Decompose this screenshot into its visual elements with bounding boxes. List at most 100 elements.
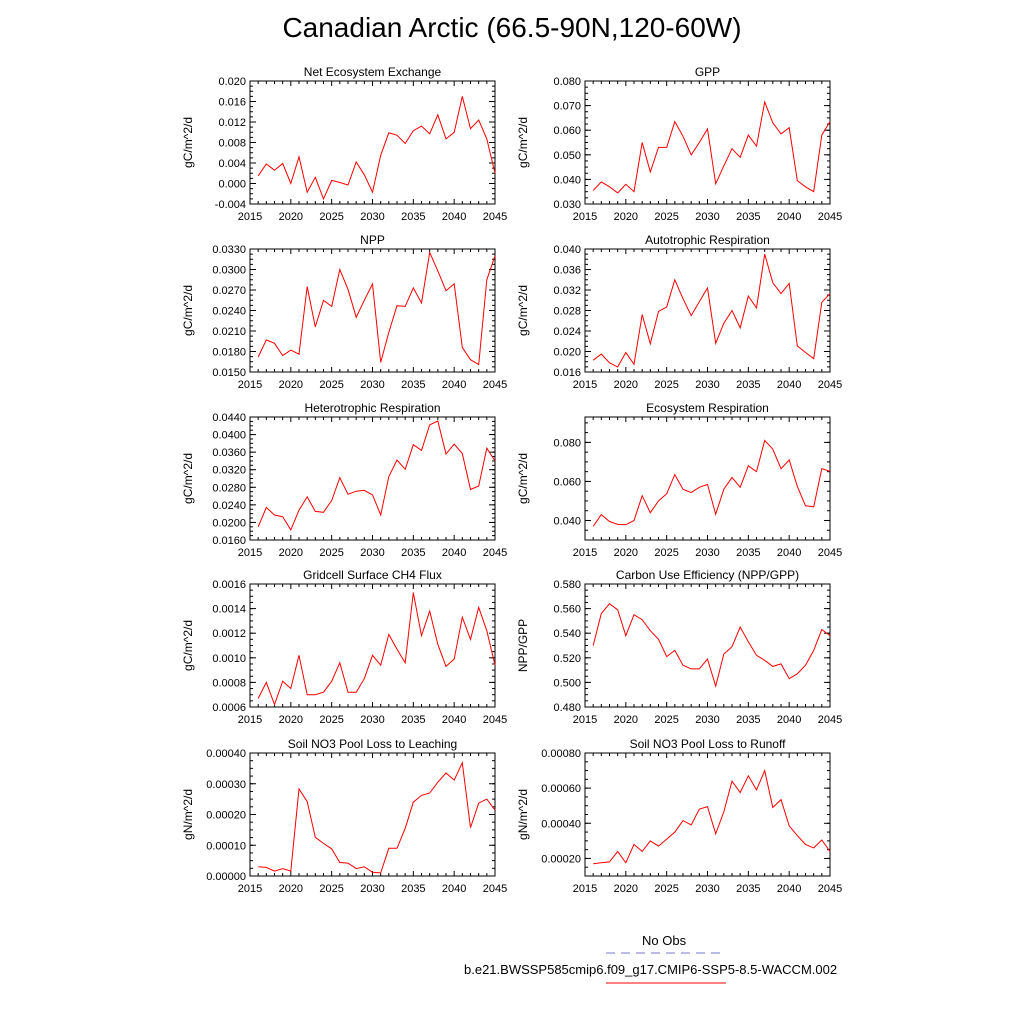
x-tick-label: 2020 — [614, 211, 638, 223]
y-tick-label: 0.0016 — [212, 579, 246, 591]
x-tick-label: 2040 — [777, 379, 801, 391]
x-tick-label: 2020 — [614, 379, 638, 391]
x-tick-label: 2020 — [614, 547, 638, 559]
plot-frame — [249, 416, 496, 541]
y-tick-label: 0.0440 — [212, 412, 246, 424]
x-tick-label: 2025 — [654, 714, 678, 726]
y-axis-label: gC/m^2/d — [516, 453, 530, 504]
panel-7: Carbon Use Efficiency (NPP/GPP) NPP/GPP 20… — [516, 568, 842, 726]
panel-title: NPP — [360, 233, 385, 247]
x-tick-label: 2015 — [573, 547, 597, 559]
y-tick-label: 0.560 — [553, 604, 581, 616]
y-tick-label: 0.016 — [553, 367, 581, 379]
x-tick-label: 2040 — [777, 883, 801, 895]
y-tick-label: 0.00060 — [541, 783, 581, 795]
legend-obs-line — [606, 952, 726, 954]
panel-2: NPP gC/m^2/d 2015 2020 2025 2030 2035 2040 2045 0… — [181, 233, 507, 391]
x-tick-label: 2035 — [401, 547, 425, 559]
y-tick-label: 0.080 — [553, 437, 581, 449]
y-tick-label: 0.00020 — [206, 810, 246, 822]
y-tick-label: 0.070 — [553, 101, 581, 113]
x-tick-label: 2030 — [360, 547, 384, 559]
legend-obs-label: No Obs — [642, 933, 687, 948]
panel-title: Gridcell Surface CH4 Flux — [303, 568, 442, 582]
panel-title: Heterotrophic Respiration — [304, 401, 440, 415]
y-tick-label: 0.000 — [218, 179, 246, 191]
y-tick-label: 0.500 — [553, 677, 581, 689]
panel-title: Soil NO3 Pool Loss to Runoff — [630, 737, 787, 751]
x-tick-label: 2020 — [279, 547, 303, 559]
x-tick-label: 2040 — [777, 714, 801, 726]
x-tick-label: 2025 — [654, 883, 678, 895]
x-tick-label: 2035 — [736, 883, 760, 895]
y-tick-label: 0.036 — [553, 265, 581, 277]
y-tick-label: 0.0006 — [212, 702, 246, 714]
panel-1: GPP gC/m^2/d 2015 2020 2025 2030 2035 2040 2045 0… — [516, 65, 842, 223]
x-tick-label: 2015 — [573, 714, 597, 726]
y-tick-label: 0.520 — [553, 653, 581, 665]
x-tick-label: 2015 — [238, 714, 262, 726]
x-tick-label: 2025 — [319, 547, 343, 559]
plot-frame — [584, 583, 831, 708]
y-tick-label: 0.016 — [218, 97, 246, 109]
y-axis-label: gC/m^2/d — [181, 453, 195, 504]
x-tick-label: 2035 — [401, 883, 425, 895]
x-tick-label: 2030 — [695, 883, 719, 895]
y-axis-label: gN/m^2/d — [181, 789, 195, 840]
x-tick-label: 2035 — [401, 379, 425, 391]
panel-4: Heterotrophic Respiration gC/m^2/d 2015 202… — [181, 401, 507, 559]
panel-title: Carbon Use Efficiency (NPP/GPP) — [616, 568, 799, 582]
series-line — [258, 761, 496, 874]
plot-frame — [584, 416, 831, 541]
x-tick-label: 2045 — [483, 211, 507, 223]
y-tick-label: 0.040 — [553, 174, 581, 186]
y-tick-label: 0.060 — [553, 125, 581, 137]
x-tick-label: 2045 — [818, 547, 842, 559]
x-tick-label: 2030 — [360, 714, 384, 726]
x-tick-label: 2015 — [238, 547, 262, 559]
plot-frame — [249, 583, 496, 708]
y-tick-label: 0.028 — [553, 306, 581, 318]
y-tick-label: 0.0360 — [212, 447, 246, 459]
x-tick-label: 2040 — [442, 211, 466, 223]
x-tick-label: 2040 — [442, 883, 466, 895]
panel-9: Soil NO3 Pool Loss to Runoff gN/m^2/d 2015… — [516, 737, 842, 895]
y-tick-label: 0.060 — [553, 476, 581, 488]
y-tick-label: 0.008 — [218, 138, 246, 150]
y-tick-label: 0.040 — [553, 244, 581, 256]
x-tick-label: 2020 — [279, 883, 303, 895]
x-tick-label: 2015 — [238, 379, 262, 391]
x-tick-label: 2035 — [736, 379, 760, 391]
y-tick-label: 0.004 — [218, 158, 246, 170]
x-tick-label: 2015 — [573, 883, 597, 895]
y-tick-label: 0.040 — [553, 515, 581, 527]
plot-frame — [584, 80, 831, 205]
x-tick-label: 2015 — [573, 211, 597, 223]
x-tick-label: 2030 — [695, 211, 719, 223]
x-tick-label: 2025 — [319, 883, 343, 895]
x-tick-label: 2025 — [654, 379, 678, 391]
x-tick-label: 2045 — [818, 379, 842, 391]
y-axis-label: gC/m^2/d — [181, 285, 195, 336]
plot-frame — [584, 248, 831, 373]
panel-6: Gridcell Surface CH4 Flux gC/m^2/d 2015 202… — [181, 568, 507, 726]
plot-frame — [249, 80, 496, 205]
y-axis-label: gC/m^2/d — [181, 620, 195, 671]
y-tick-label: 0.0330 — [212, 244, 246, 256]
legend-model-label: b.e21.BWSSP585cmip6.f09_g17.CMIP6-SSP5-8… — [464, 962, 838, 977]
x-tick-label: 2040 — [442, 714, 466, 726]
x-tick-label: 2045 — [483, 379, 507, 391]
x-tick-label: 2025 — [654, 547, 678, 559]
panel-title: GPP — [695, 65, 720, 79]
y-tick-label: 0.012 — [218, 117, 246, 129]
y-tick-label: 0.0270 — [212, 285, 246, 297]
y-tick-label: 0.00000 — [206, 871, 246, 883]
series-line — [257, 250, 496, 366]
y-tick-label: 0.0180 — [212, 347, 246, 359]
x-tick-label: 2025 — [319, 211, 343, 223]
y-tick-label: 0.020 — [218, 76, 246, 88]
series-line — [593, 768, 831, 865]
panel-title: Net Ecosystem Exchange — [304, 65, 442, 79]
y-axis-label: gN/m^2/d — [516, 789, 530, 840]
y-axis-label: gC/m^2/d — [516, 285, 530, 336]
